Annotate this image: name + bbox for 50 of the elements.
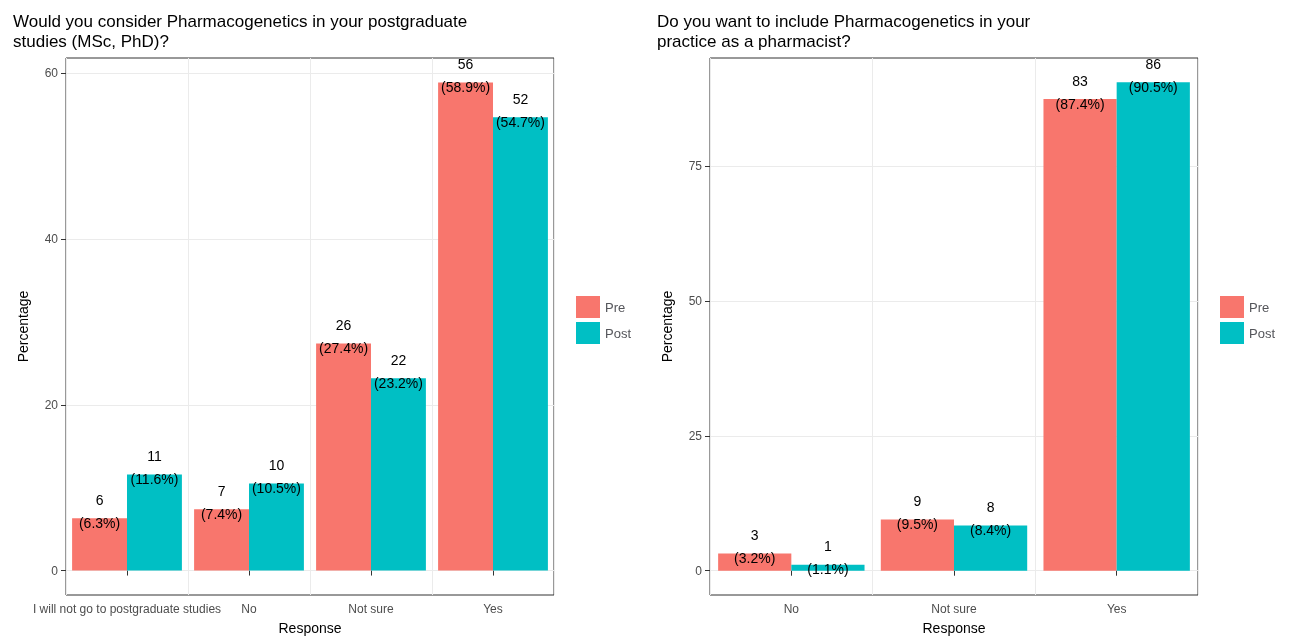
bar <box>1116 82 1190 571</box>
legend-label: Pre <box>1248 299 1270 315</box>
y-tick-label: 20 <box>44 397 59 412</box>
y-tick-label: 0 <box>51 563 59 578</box>
bar <box>880 519 954 571</box>
x-tick-label: No <box>241 602 257 616</box>
data-label: 52 (54.7%) <box>495 90 545 130</box>
y-tick-label: 50 <box>688 293 703 308</box>
x-axis-title: Response <box>278 620 342 636</box>
legend-label: Post <box>604 325 632 341</box>
bar <box>493 117 548 571</box>
data-label: 6 (6.3%) <box>78 491 121 531</box>
y-axis-title: Percentage <box>15 290 31 363</box>
data-label: 86 (90.5%) <box>1128 55 1178 95</box>
chart-title: Would you consider Pharmacogenetics in your postgraduate studies (MSc, PhD)? <box>13 11 468 51</box>
y-tick-label: 25 <box>688 428 703 443</box>
bar <box>1043 99 1117 571</box>
bar <box>72 518 127 571</box>
data-label: 56 (58.9%) <box>441 55 491 95</box>
data-label: 26 (27.4%) <box>319 316 369 356</box>
y-tick-label: 0 <box>695 563 703 578</box>
bar <box>438 82 493 571</box>
data-label: 7 (7.4%) <box>200 482 243 522</box>
x-tick-label: I will not go to postgraduate studies <box>32 602 222 616</box>
bar <box>127 474 182 571</box>
x-tick-label: Not sure <box>931 602 977 616</box>
data-label: 22 (23.2%) <box>373 351 423 391</box>
y-axis-title: Percentage <box>659 290 675 363</box>
data-label: 11 (11.6%) <box>130 447 179 487</box>
x-tick-label: Not sure <box>348 602 394 616</box>
x-tick-label: Yes <box>1106 602 1127 616</box>
data-label: 9 (9.5%) <box>896 492 939 532</box>
bar <box>316 343 371 571</box>
bar <box>194 509 249 571</box>
legend-label: Post <box>1248 325 1276 341</box>
data-label: 3 (3.2%) <box>734 526 776 566</box>
bar <box>249 483 304 571</box>
y-tick-label: 40 <box>44 232 59 247</box>
legend-label: Pre <box>604 299 626 315</box>
y-tick-label: 60 <box>44 66 59 81</box>
data-label: 8 (8.4%) <box>969 498 1012 538</box>
data-label: 10 (10.5%) <box>251 457 301 497</box>
bar <box>954 525 1028 571</box>
data-label: 83 (87.4%) <box>1055 72 1105 112</box>
x-tick-label: No <box>783 602 800 616</box>
y-tick-label: 75 <box>688 158 703 173</box>
x-tick-label: Yes <box>483 602 503 616</box>
x-axis-title: Response <box>922 620 986 636</box>
chart-title: Do you want to include Pharmacogenetics in your practice as a pharmacist? <box>657 11 1031 51</box>
bar <box>371 378 426 571</box>
